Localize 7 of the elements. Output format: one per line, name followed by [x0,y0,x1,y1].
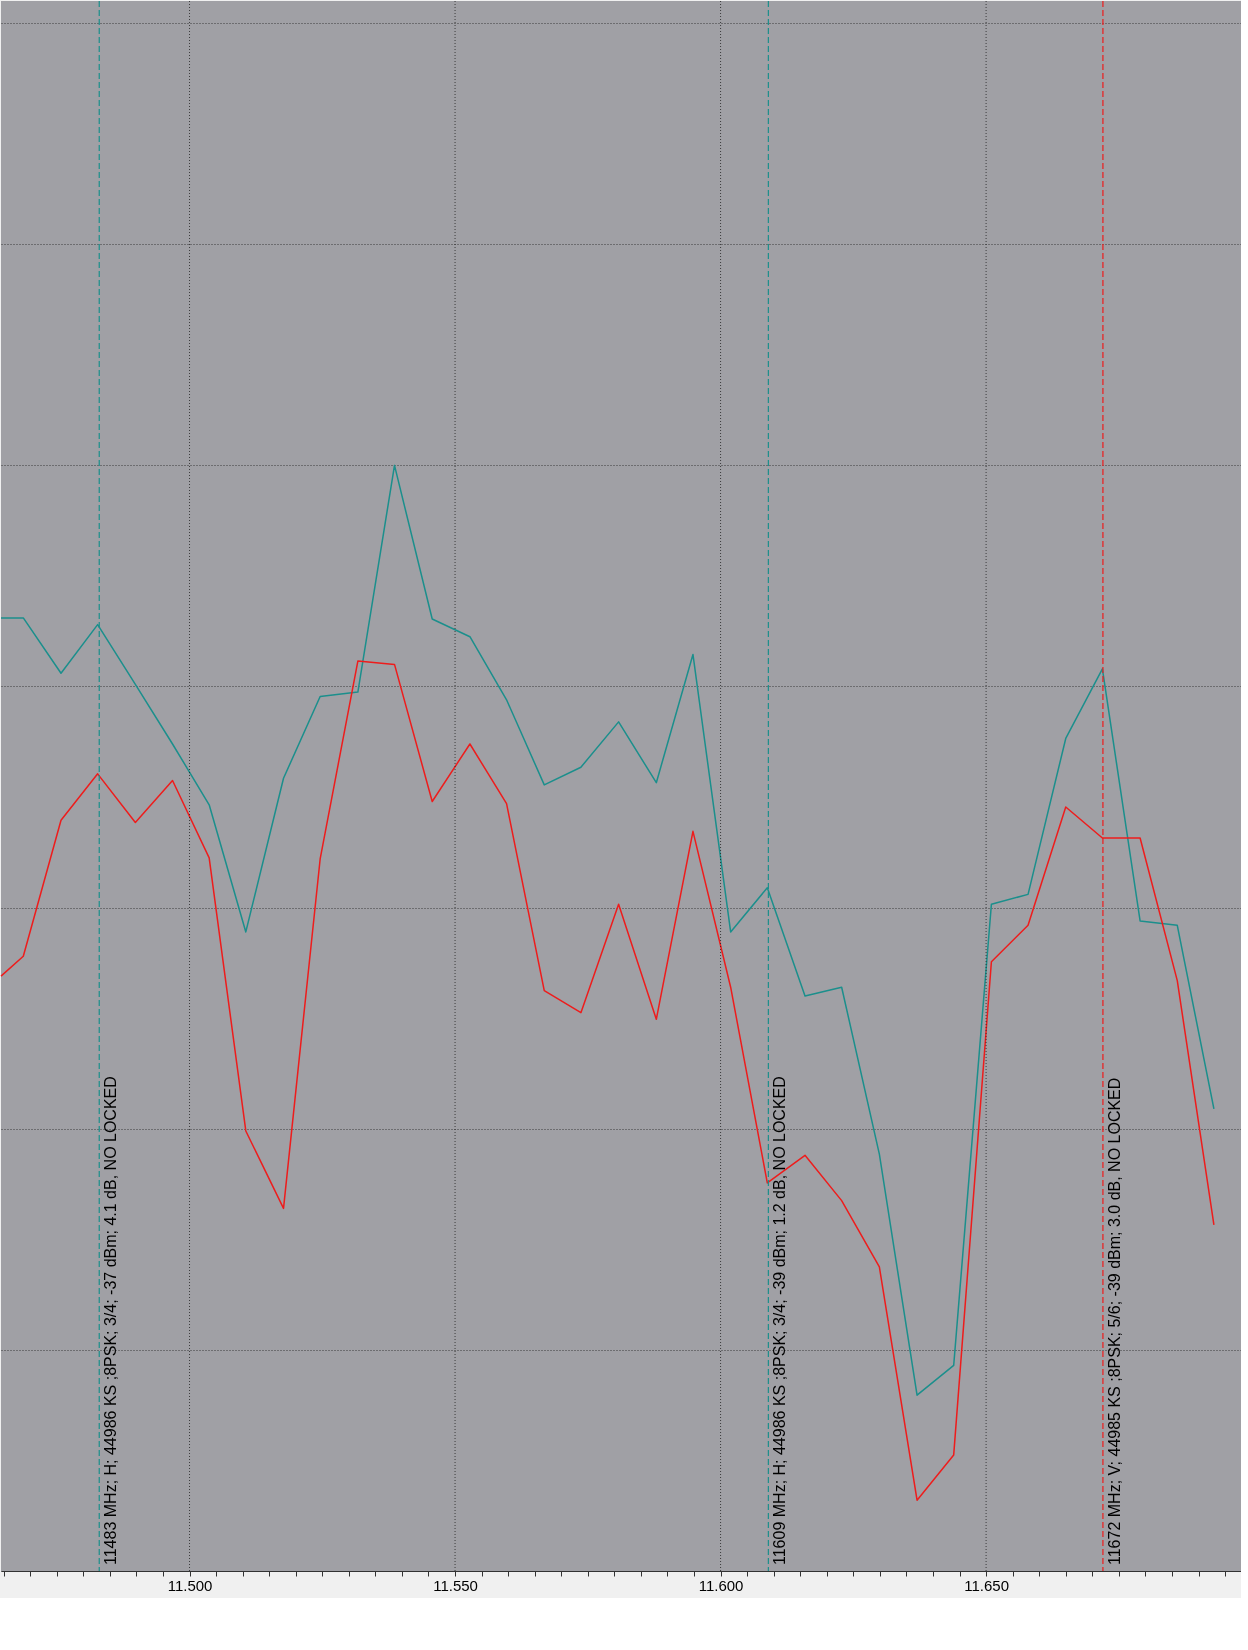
ref-line-label: 11609 MHz; H; 44986 KS ;8PSK; 3/4; -39 dBm; 1.2 dB, NO LOCKED [771,1076,789,1565]
x-tick-label: 11.650 [964,1576,1009,1594]
ref-line-label: 11483 MHz; H; 44986 KS ;8PSK; 3/4; -37 dBm; 4.1 dB, NO LOCKED [102,1076,120,1565]
x-tick-label: 11.600 [698,1576,744,1594]
x-tick-label: 11.500 [167,1576,213,1594]
ref-line-label: 11672 MHz; V; 44985 KS ;8PSK; 5/6; -39 dBm; 3.0 dB, NO LOCKED [1105,1077,1123,1565]
x-tick-label: 11.550 [433,1576,478,1594]
